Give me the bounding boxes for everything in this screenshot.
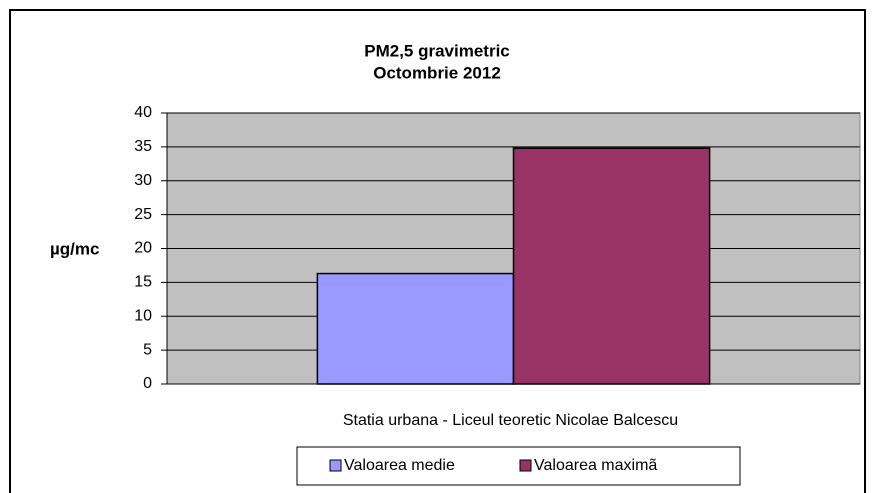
y-tick-label: 15 [134,274,152,291]
chart-subtitle: Octombrie 2012 [373,63,501,82]
legend-swatch [519,459,532,472]
bar [512,147,711,385]
legend [296,446,741,486]
bar [316,272,515,385]
y-tick-label: 0 [143,375,152,392]
y-tick-label: 20 [134,240,152,257]
chart-title: PM2,5 gravimetric [364,41,510,60]
y-axis-label: µg/mc [50,239,99,258]
legend-label: Valoarea maximã [534,457,657,474]
y-tick-label: 5 [143,341,152,358]
y-tick-label: 30 [134,172,152,189]
y-tick-label: 25 [134,206,152,223]
x-tick-label: Statia urbana - Liceul teoretic Nicolae … [343,412,678,429]
legend-label: Valoarea medie [344,457,455,474]
y-tick-label: 40 [134,104,152,121]
y-tick-label: 35 [134,138,152,155]
y-tick-label: 10 [134,307,152,324]
legend-swatch [329,459,342,472]
